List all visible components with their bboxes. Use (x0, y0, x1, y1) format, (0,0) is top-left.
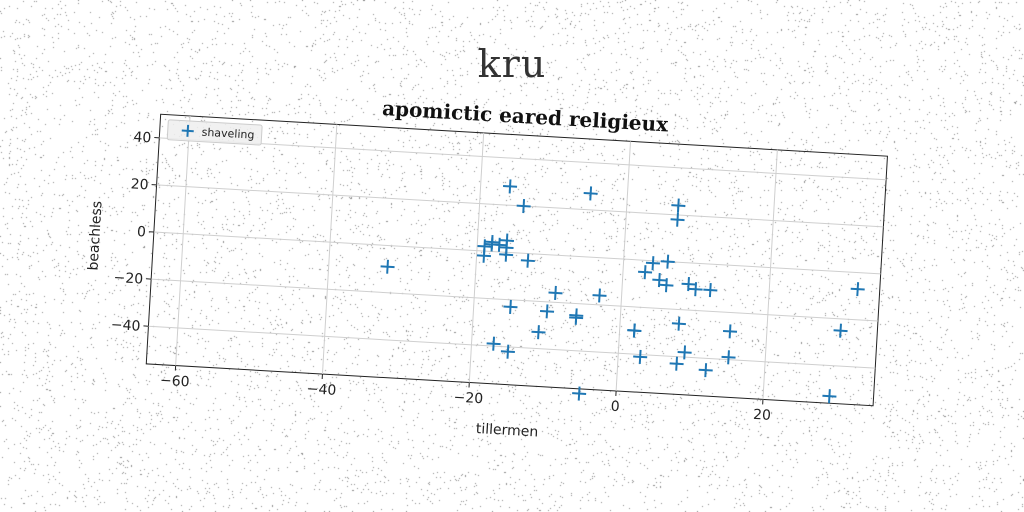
data-point (671, 198, 686, 213)
data-point (499, 247, 514, 262)
x-grid-line (762, 149, 778, 400)
data-point (698, 363, 713, 378)
data-points (380, 179, 865, 404)
x-grid-line (468, 132, 485, 383)
data-point (531, 325, 546, 340)
y-grid-line (151, 278, 878, 322)
data-point (833, 323, 848, 338)
legend-label: shaveling (201, 126, 254, 142)
y-grid-line (159, 137, 887, 181)
grid (148, 115, 887, 400)
data-point (659, 278, 674, 293)
data-point (380, 259, 395, 274)
data-point (671, 316, 686, 331)
x-axis-label: tillermen (475, 421, 538, 441)
data-point (592, 288, 607, 303)
x-grid-line (615, 141, 632, 391)
data-point (677, 345, 692, 360)
data-point (721, 350, 736, 365)
x-axis-ticks: −60 −40 −20 0 20 (160, 365, 772, 424)
data-point (703, 283, 718, 298)
y-tick-label: 20 (130, 176, 149, 193)
data-point (660, 254, 675, 269)
x-grid-line (321, 124, 338, 375)
data-point (492, 237, 507, 252)
data-point (722, 324, 738, 339)
data-point (627, 323, 642, 338)
y-grid-line (153, 231, 881, 275)
data-point (572, 386, 587, 401)
data-point (633, 349, 648, 364)
x-tick-label: −40 (306, 381, 336, 399)
data-point (652, 273, 667, 288)
chart-title: apomictic eared religieux (382, 96, 670, 137)
plot-frame (145, 113, 888, 407)
data-point (688, 282, 703, 297)
data-point (548, 285, 563, 301)
data-point (516, 199, 531, 214)
y-tick-label: 0 (136, 224, 146, 240)
data-point (476, 248, 492, 263)
data-point (569, 310, 584, 325)
data-point (520, 253, 535, 268)
page-title: kru (477, 42, 547, 86)
y-tick-label: −20 (113, 270, 143, 288)
y-axis-ticks: −40 −20 0 20 40 (110, 129, 160, 335)
legend: shaveling (166, 119, 263, 146)
legend-marker-icon (181, 124, 194, 137)
x-tick-label: −60 (160, 373, 190, 391)
legend-box (166, 119, 263, 146)
y-tick-label: −40 (110, 317, 140, 335)
y-axis-label: beachless (86, 200, 106, 271)
data-point (645, 256, 660, 271)
x-tick-label: 0 (610, 399, 620, 415)
data-point (822, 389, 837, 404)
x-grid-line (175, 115, 191, 366)
data-point (540, 304, 555, 319)
y-grid-line (148, 325, 876, 369)
data-point (583, 186, 598, 201)
data-point (681, 277, 696, 292)
data-point (503, 179, 518, 194)
data-point (669, 356, 684, 371)
y-tick-label: 40 (133, 129, 152, 146)
data-point (670, 212, 685, 227)
data-point (638, 265, 653, 280)
x-tick-label: 20 (753, 407, 772, 424)
data-point (850, 282, 865, 297)
x-tick-label: −20 (453, 390, 483, 408)
data-point (503, 299, 518, 314)
data-point (486, 336, 501, 351)
data-point (500, 344, 515, 359)
